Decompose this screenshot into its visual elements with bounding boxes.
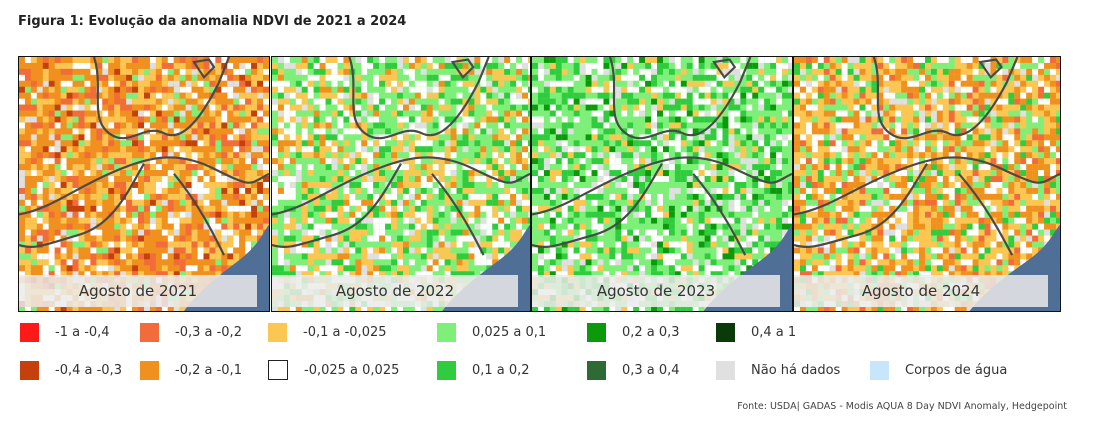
legend-swatch (437, 360, 456, 380)
legend-label: -1 a -0,4 (55, 324, 110, 340)
legend-label: -0,025 a 0,025 (304, 362, 400, 378)
legend-swatch (268, 360, 288, 380)
state-border-line (958, 173, 1014, 256)
map-panel-1: Agosto de 2021 (18, 56, 270, 312)
legend-swatch (587, 360, 606, 380)
legend-item: 0,2 a 0,3 (587, 322, 680, 342)
state-border-line (272, 156, 530, 216)
state-border-line (450, 58, 475, 80)
legend-swatch (716, 360, 735, 380)
legend-label: -0,2 a -0,1 (175, 362, 242, 378)
state-border-line (872, 57, 1019, 140)
ndvi-anomaly-map (532, 57, 792, 311)
legend-item: 0,1 a 0,2 (437, 360, 530, 380)
legend-item: Corpos de água (870, 360, 1007, 380)
state-border-line (19, 163, 145, 249)
map-panel-2: Agosto de 2022 (271, 56, 531, 312)
state-border-line (532, 156, 792, 216)
state-border-line (19, 156, 269, 216)
legend-item: 0,025 a 0,1 (437, 322, 546, 342)
map-panel-4: Agosto de 2024 (793, 56, 1061, 312)
state-border-line (532, 163, 663, 248)
panel-label: Agosto de 2023 (532, 275, 780, 307)
legend-item: -0,025 a 0,025 (268, 360, 399, 380)
map-panel-3: Agosto de 2023 (531, 56, 793, 312)
state-border-line (431, 173, 485, 256)
legend-label: 0,1 a 0,2 (472, 362, 530, 378)
legend-swatch (870, 360, 889, 380)
legend-swatch (20, 322, 39, 342)
legend-item: 0,3 a 0,4 (587, 360, 680, 380)
legend-label: Corpos de água (905, 362, 1008, 378)
panel-label: Agosto de 2024 (794, 275, 1048, 307)
legend-label: Não há dados (751, 362, 841, 378)
legend-swatch (140, 322, 159, 342)
legend-swatch (437, 322, 456, 342)
legend-label: 0,2 a 0,3 (622, 324, 680, 340)
state-border-line (978, 58, 1003, 79)
figure-title: Figura 1: Evolução da anomalia NDVI de 2… (18, 14, 407, 29)
ndvi-anomaly-map (272, 57, 530, 311)
legend-item: -0,1 a -0,025 (268, 322, 387, 342)
legend-item: Não há dados (716, 360, 840, 380)
legend-item: -0,3 a -0,2 (140, 322, 242, 342)
panel-label: Agosto de 2022 (272, 275, 518, 307)
legend-label: 0,3 a 0,4 (622, 362, 680, 378)
legend-swatch (20, 360, 39, 380)
state-border-line (692, 173, 747, 256)
state-border-line (192, 58, 216, 80)
panel-label: Agosto de 2021 (19, 275, 257, 307)
legend-item: -0,4 a -0,3 (20, 360, 122, 380)
legend-item: -1 a -0,4 (20, 322, 110, 342)
ndvi-anomaly-map (794, 57, 1060, 311)
state-border-line (608, 57, 752, 140)
legend-item: -0,2 a -0,1 (140, 360, 242, 380)
legend-label: 0,4 a 1 (751, 324, 797, 340)
source-note: Fonte: USDA| GADAS - Modis AQUA 8 Day ND… (737, 401, 1067, 412)
state-border-line (794, 163, 928, 248)
legend-label: -0,1 a -0,025 (303, 324, 387, 340)
legend-item: 0,4 a 1 (716, 322, 796, 342)
legend-swatch (268, 322, 287, 342)
legend-swatch (587, 322, 606, 342)
state-border-line (92, 57, 231, 140)
legend-label: -0,4 a -0,3 (55, 362, 122, 378)
state-border-line (794, 156, 1060, 216)
legend-swatch (140, 360, 159, 380)
state-border-line (712, 58, 737, 80)
legend-swatch (716, 322, 735, 342)
legend-label: 0,025 a 0,1 (472, 324, 547, 340)
legend-label: -0,3 a -0,2 (175, 324, 242, 340)
state-border-line (173, 173, 225, 256)
state-border-line (348, 57, 490, 140)
ndvi-anomaly-map (19, 57, 269, 311)
state-border-line (272, 163, 402, 248)
